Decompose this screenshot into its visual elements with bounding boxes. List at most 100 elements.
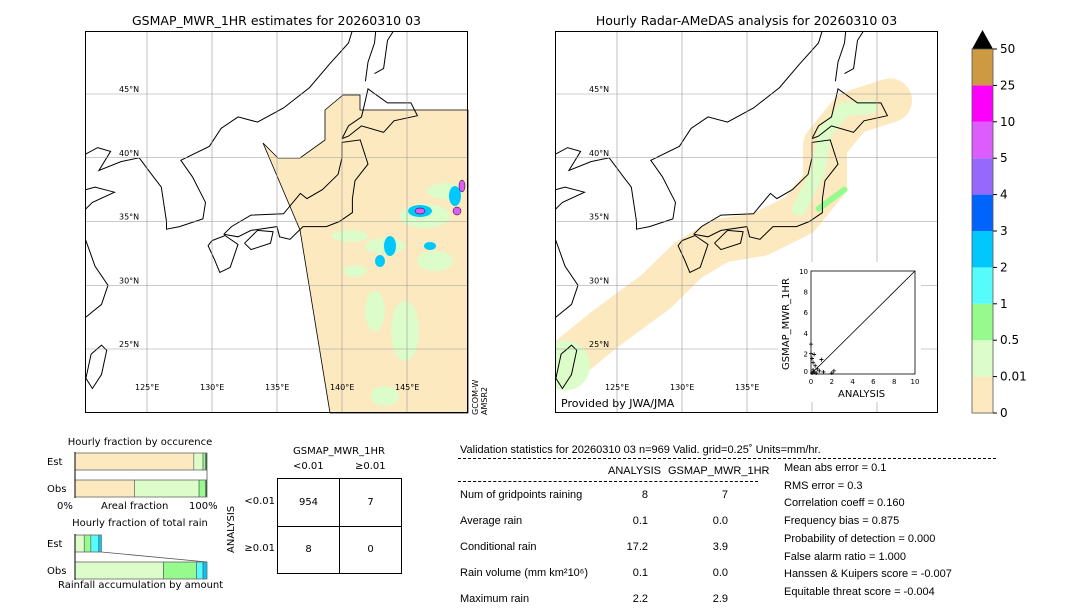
colorbar-segment xyxy=(972,376,993,413)
coastline xyxy=(714,229,744,251)
stats-a: 0.1 xyxy=(632,515,648,527)
occurrence-tick-0: 0% xyxy=(57,501,73,512)
inset-xlabel: ANALYSIS xyxy=(838,389,886,400)
rain-heavy xyxy=(414,207,426,215)
scatter-point xyxy=(813,363,818,368)
inset-ylabel: GSMAP_MWR_1HR xyxy=(781,278,792,370)
y-tick-label: 6 xyxy=(804,309,809,317)
bar-connector xyxy=(101,551,208,563)
lat-tick-label: 25°N xyxy=(119,340,139,349)
rain-light xyxy=(332,230,368,242)
bar-segment xyxy=(74,534,85,553)
score-item: Probability of detection = 0.000 xyxy=(784,532,936,545)
table-row-1: ≥0.01 xyxy=(244,543,275,554)
y-tick-label: 2 xyxy=(804,350,808,358)
rain-light xyxy=(365,291,385,331)
scatter-point xyxy=(809,342,813,347)
left-map: 125°E 130°E 135°E 140°E 145°E 45°N 40°N 35°N 30°… xyxy=(85,31,469,414)
score-item: False alarm ratio = 1.000 xyxy=(784,550,906,563)
scatter-point xyxy=(811,367,816,372)
sensor-label-1: GCOM-W xyxy=(471,379,480,415)
occurrence-title: Hourly fraction by occurence xyxy=(67,437,213,448)
stats-a: 17.2 xyxy=(626,541,648,553)
colorbar-segment xyxy=(972,158,993,195)
coastline xyxy=(85,31,353,230)
coastline xyxy=(364,31,395,82)
right-map-title: Hourly Radar-AMeDAS analysis for 2026031… xyxy=(595,13,898,28)
colorbar-segment xyxy=(972,121,993,159)
bar-segment xyxy=(83,534,92,553)
lon-tick-label: 130°E xyxy=(200,383,224,392)
colorbar-segment xyxy=(972,340,993,377)
cell-false-alarm: 7 xyxy=(367,497,374,508)
bar-segment xyxy=(163,561,197,580)
stats-col-gsmap: GSMAP_MWR_1HR xyxy=(668,465,770,477)
coastline xyxy=(555,186,586,318)
lon-tick-label: 125°E xyxy=(605,383,629,392)
scatter-point xyxy=(829,370,834,375)
bar-segment xyxy=(90,534,100,553)
lat-tick-label: 25°N xyxy=(589,340,609,349)
occurrence-xlabel: Areal fraction xyxy=(101,501,169,512)
stats-divider xyxy=(458,458,996,459)
rain-light xyxy=(343,265,367,277)
rain-moderate xyxy=(384,236,396,256)
y-tick-label: 0 xyxy=(804,368,808,376)
stats-a: 8 xyxy=(641,489,648,501)
colorbar-segment xyxy=(972,231,993,268)
map-frame xyxy=(85,31,468,413)
credit-text: Provided by JWA/JMA xyxy=(561,397,675,410)
x-tick-label: 2 xyxy=(830,378,834,386)
stats-label: Maximum rain xyxy=(460,593,530,605)
colorbar: 0 0.01 0.5 1 2 3 4 5 10 25 50 xyxy=(971,30,1027,420)
bar-segment xyxy=(74,452,195,471)
scatter-point xyxy=(817,368,822,373)
lat-tick-label: 35°N xyxy=(589,213,609,222)
lon-tick-label: 145°E xyxy=(395,383,419,392)
lon-tick-label: 140°E xyxy=(330,383,354,392)
colorbar-segment xyxy=(972,267,993,304)
colorbar-extend-arrow xyxy=(972,30,993,49)
colorbar-tick-label: 25 xyxy=(1000,78,1015,92)
bar-segment xyxy=(74,479,135,498)
bar-segment xyxy=(74,561,164,580)
score-item: Mean abs error = 0.1 xyxy=(784,462,887,474)
bar-segment xyxy=(196,561,204,580)
stats-label: Average rain xyxy=(460,515,523,527)
scatter-point xyxy=(809,351,813,356)
sensor-label-2: AMSR2 xyxy=(480,386,489,415)
occurrence-tick-100: 100% xyxy=(189,501,218,512)
cell-miss: 8 xyxy=(305,544,312,555)
left-map-title: GSMAP_MWR_1HR estimates for 20260310 03 xyxy=(132,13,421,28)
rain-light xyxy=(371,386,399,406)
rain-moderate xyxy=(375,255,385,267)
coastline xyxy=(677,234,709,274)
lat-tick-label: 40°N xyxy=(119,149,139,158)
scatter-point xyxy=(810,356,815,361)
x-tick-label: 4 xyxy=(850,378,855,386)
scatter-point xyxy=(831,368,836,373)
bar-segment xyxy=(134,479,200,498)
rain-fraction-xlabel: Rainfall accumulation by amount xyxy=(58,580,224,591)
scatter-point xyxy=(812,352,817,357)
lon-tick-label: 125°E xyxy=(135,383,159,392)
stats-label: Rain volume (mm km²10⁶) xyxy=(460,567,588,579)
bar-segment xyxy=(193,452,204,471)
coastline xyxy=(244,229,274,251)
coastline xyxy=(811,88,889,140)
coastline xyxy=(207,234,239,274)
table-col-0: <0.01 xyxy=(293,461,324,472)
y-tick-label: 4 xyxy=(804,330,809,338)
rain-light xyxy=(417,251,453,271)
stats-a: 0.1 xyxy=(632,567,648,579)
coastline xyxy=(341,88,419,140)
scatter-point xyxy=(819,357,824,362)
score-item: Hanssen & Kuipers score = -0.007 xyxy=(784,568,952,581)
score-item: Correlation coeff = 0.160 xyxy=(784,497,905,510)
table-col-1: ≥0.01 xyxy=(355,461,386,472)
diagonal-line xyxy=(810,270,916,375)
rain-fraction-bars: Est Obs xyxy=(47,534,208,580)
bar-segment xyxy=(198,479,206,498)
stats-label: Conditional rain xyxy=(460,541,537,553)
